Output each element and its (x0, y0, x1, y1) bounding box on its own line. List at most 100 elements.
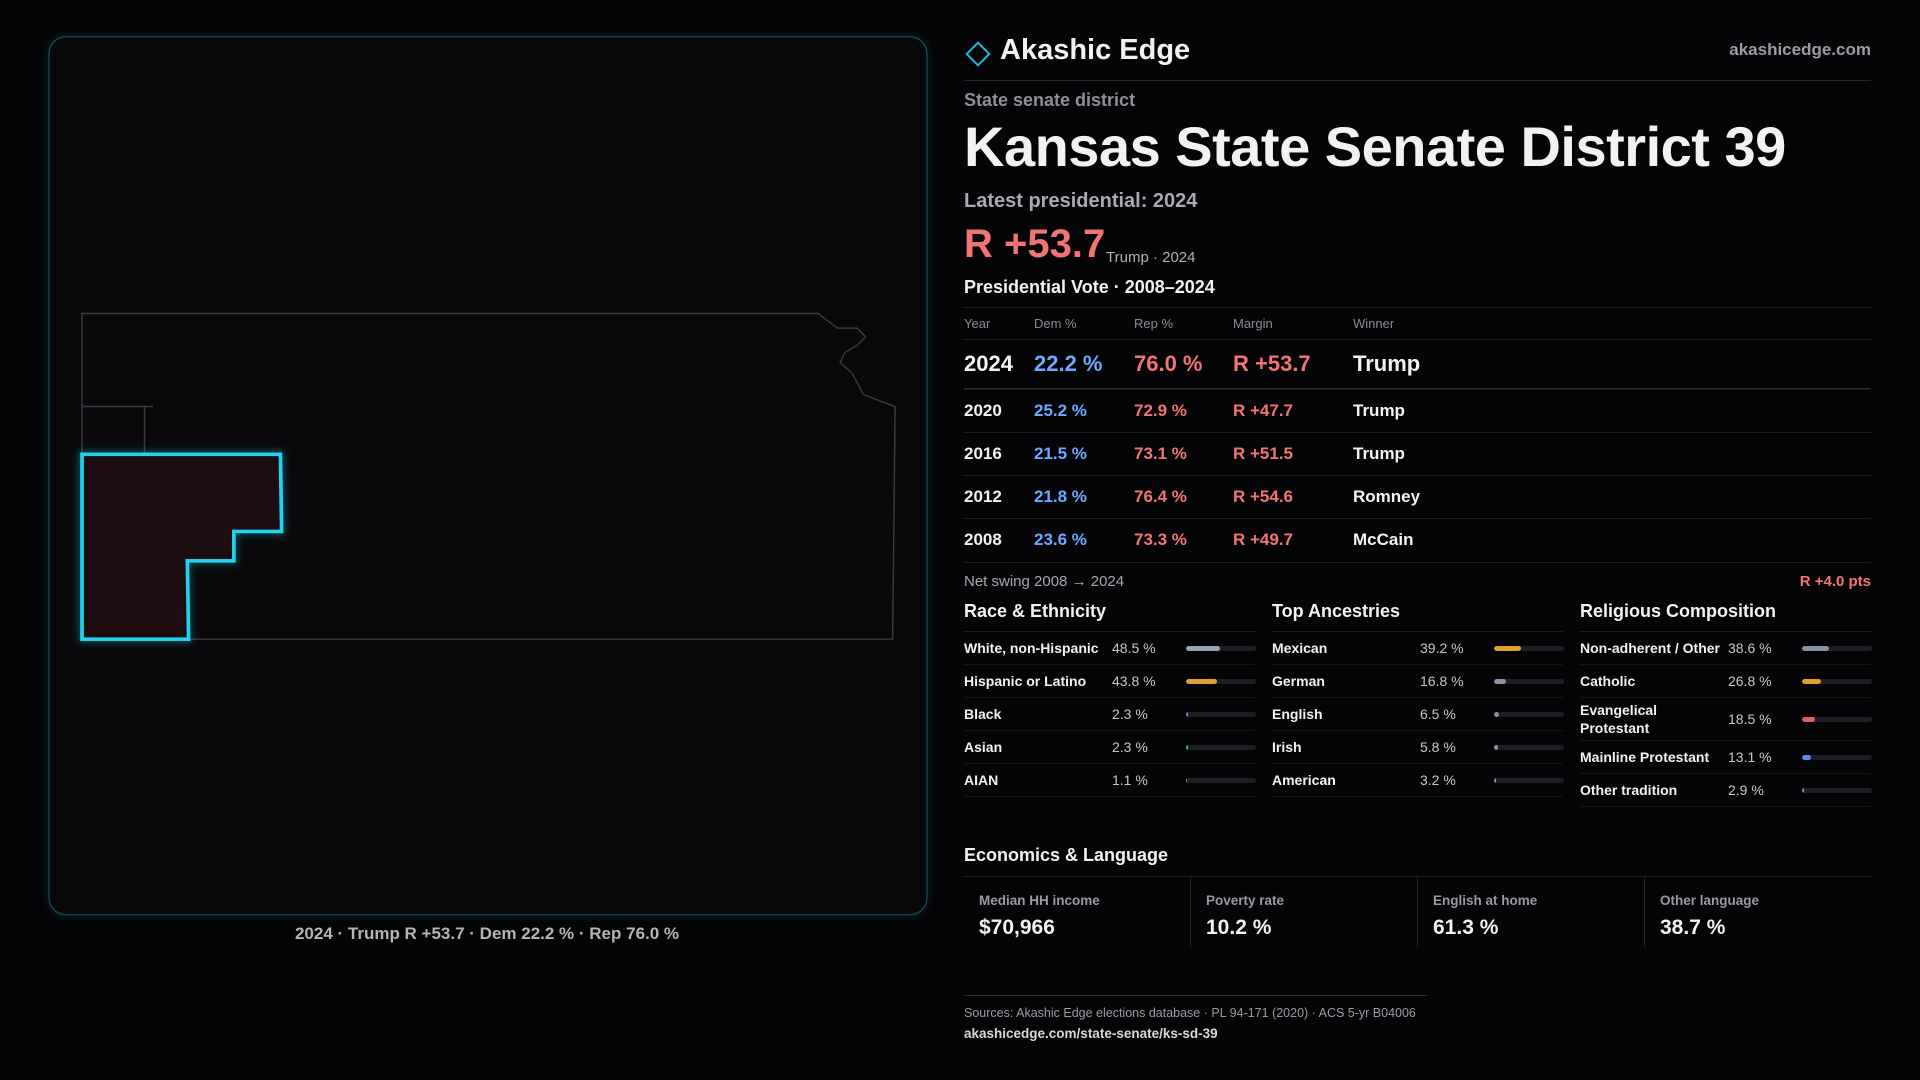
brand-icon (965, 41, 991, 67)
bar-track (1186, 711, 1256, 717)
district-shape (80, 452, 284, 642)
econ-card: English at home 61.3 % (1417, 877, 1644, 947)
demographic-row: Irish 5.8 % (1272, 731, 1564, 764)
table-cell: R +47.7 (1233, 401, 1294, 420)
table-cell: 73.3 % (1134, 530, 1187, 549)
bar-fill (1494, 711, 1499, 717)
panel-border (48, 36, 928, 916)
table-rule (964, 562, 1871, 563)
demographic-row: White, non-Hispanic 48.5 % (964, 632, 1256, 665)
item-name: Evangelical Protestant (1580, 702, 1658, 736)
table-cell: 2024 (964, 351, 1013, 376)
bar-track (1186, 678, 1256, 684)
table-cell: 73.1 % (1134, 444, 1187, 463)
item-value: 43.8 % (1112, 673, 1156, 689)
table-header: Year Dem % Rep % Margin Winner (964, 307, 1871, 339)
table-cell: Trump (1353, 401, 1405, 420)
item-name: Mexican (1272, 640, 1328, 656)
demographic-row: Asian 2.3 % (964, 731, 1256, 764)
bar-fill (1186, 711, 1188, 717)
bar-track (1186, 744, 1256, 750)
site: akashicedge.com (1729, 40, 1871, 59)
item-value: 3.2 % (1420, 772, 1456, 788)
econ-card: Poverty rate 10.2 % (1190, 877, 1417, 947)
column-header: Dem % (1034, 316, 1077, 331)
item-name: German (1272, 673, 1325, 689)
demographic-row: Evangelical Protestant 18.5 % (1580, 698, 1872, 741)
map-caption: 2024 · Trump R +53.7 · Dem 22.2 % · Rep … (294, 924, 680, 943)
sources: Sources: Akashic Edge elections database… (964, 1006, 1416, 1020)
demographic-row: Non-adherent / Other 38.6 % (1580, 632, 1872, 665)
item-name: English (1272, 706, 1323, 722)
bar-track (1494, 777, 1564, 783)
card-value: 10.2 % (1206, 916, 1272, 939)
brand: Akashic Edge (1000, 34, 1191, 66)
item-name: AIAN (964, 772, 999, 788)
item-name: White, non-Hispanic (964, 640, 1099, 656)
table-cell: 76.4 % (1134, 487, 1187, 506)
table-cell: R +49.7 (1233, 530, 1294, 549)
bar-track (1802, 754, 1872, 760)
card-label: Poverty rate (1206, 893, 1285, 908)
table-cell: R +51.5 (1233, 444, 1294, 463)
demographic-row: German 16.8 % (1272, 665, 1564, 698)
margin-note: Trump · 2024 (1106, 249, 1196, 266)
demographic-row: Mexican 39.2 % (1272, 632, 1564, 665)
item-name: Other tradition (1580, 782, 1678, 798)
table-cell: Romney (1353, 487, 1421, 506)
table-cell: Trump (1353, 351, 1421, 376)
economics-title: Economics & Language (964, 845, 1169, 865)
table-cell: 2016 (964, 444, 1002, 463)
demographic-row: Hispanic or Latino 43.8 % (964, 665, 1256, 698)
district-title: Kansas State Senate District 39 (964, 115, 1786, 178)
state-outline (81, 312, 896, 640)
card-value: 61.3 % (1433, 916, 1499, 939)
econ-card: Median HH income $70,966 (964, 877, 1190, 947)
demographic-row: Catholic 26.8 % (1580, 665, 1872, 698)
item-value: 13.1 % (1728, 749, 1772, 765)
bar-fill (1802, 754, 1812, 760)
table-cell: 2020 (964, 401, 1002, 420)
item-name: American (1272, 772, 1336, 788)
item-value: 16.8 % (1420, 673, 1464, 689)
table-cell: 2012 (964, 487, 1002, 506)
table-cell: 21.8 % (1034, 487, 1087, 506)
bar-fill (1802, 716, 1815, 722)
bar-fill (1186, 744, 1188, 750)
vote-table: Year Dem % Rep % Margin Winner 2024 22.2 % 76.0… (964, 307, 1871, 561)
vote-table-title: Presidential Vote · 2008–2024 (964, 277, 1215, 297)
table-row: 2016 21.5 % 73.1 % R +51.5 Trump (964, 432, 1871, 475)
demographic-row: Black 2.3 % (964, 698, 1256, 731)
card-label: Median HH income (979, 893, 1100, 908)
bar-fill (1802, 787, 1805, 793)
bar-fill (1802, 678, 1821, 684)
table-row: 2020 25.2 % 72.9 % R +47.7 Trump (964, 389, 1871, 432)
item-value: 5.8 % (1420, 739, 1456, 755)
bar-track (1186, 645, 1256, 651)
bar-fill (1494, 645, 1522, 651)
swing-label: Net swing 2008 → 2024 (964, 573, 1125, 590)
demographic-row: American 3.2 % (1272, 764, 1564, 797)
item-name: Non-adherent / Other (1580, 640, 1721, 656)
item-value: 2.3 % (1112, 739, 1148, 755)
card-label: English at home (1433, 893, 1538, 908)
demographic-row: AIAN 1.1 % (964, 764, 1256, 797)
table-cell: R +54.6 (1233, 487, 1294, 506)
bar-track (1802, 787, 1872, 793)
item-value: 1.1 % (1112, 772, 1148, 788)
table-row: 2012 21.8 % 76.4 % R +54.6 Romney (964, 475, 1871, 518)
column-header: Margin (1233, 316, 1273, 331)
table-cell: 76.0 % (1134, 351, 1203, 376)
table-cell: 25.2 % (1034, 401, 1087, 420)
bar-track (1494, 645, 1564, 651)
county-lines (82, 405, 154, 454)
bar-track (1494, 678, 1564, 684)
bar-fill (1494, 744, 1499, 750)
item-value: 18.5 % (1728, 711, 1772, 727)
latest-label: Latest presidential: 2024 (964, 190, 1198, 212)
table-cell: 72.9 % (1134, 401, 1187, 420)
column-header: Winner (1353, 316, 1395, 331)
econ-card: Other language 38.7 % (1644, 877, 1871, 947)
economics-cards: Median HH income $70,966 Poverty rate 10.2 … (964, 876, 1871, 947)
bar-fill (1186, 645, 1220, 651)
